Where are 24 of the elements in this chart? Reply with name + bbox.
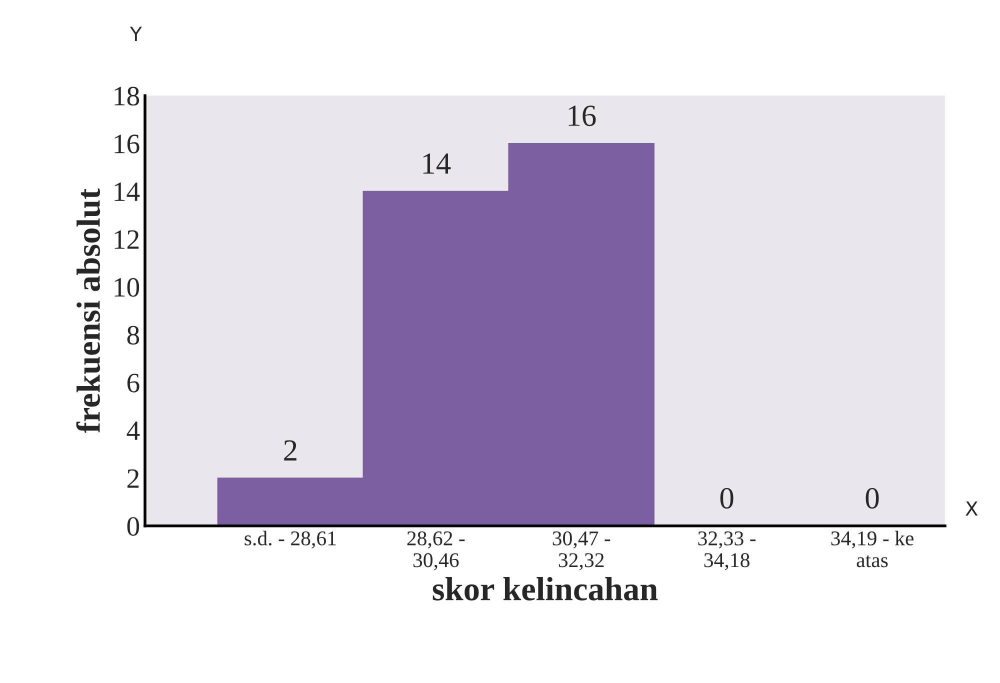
y-tick-label: 10 xyxy=(114,278,140,297)
y-tick-label: 18 xyxy=(114,86,140,106)
y-tick-label: 0 xyxy=(127,517,140,536)
data-label: 0 xyxy=(866,488,879,509)
y-tick-label: 14 xyxy=(114,182,140,201)
x-tick-label: 28,62 - 30,46 xyxy=(407,531,465,570)
y-tick-label: 16 xyxy=(114,134,140,154)
data-label: 2 xyxy=(284,440,296,460)
data-label: 16 xyxy=(568,106,596,126)
y-tick-label: 4 xyxy=(126,422,140,440)
y-tick-label: 12 xyxy=(114,230,139,249)
data-label: 14 xyxy=(423,153,451,174)
data-label: 0 xyxy=(720,488,734,509)
y-tick-label: 6 xyxy=(127,374,140,392)
x-tick-label: 34,19 - ke atas xyxy=(831,530,914,568)
y-tick-label: 2 xyxy=(127,469,139,488)
x-axis-title: skor kelincahan xyxy=(432,577,658,600)
x-tick-label: 32,33 - 34,18 xyxy=(698,531,756,570)
x-tick-label: 30,47 - 32,32 xyxy=(552,531,610,570)
x-tick-label: s.d. - 28,61 xyxy=(244,530,336,548)
y-tick-label: 8 xyxy=(127,326,140,345)
text: X xyxy=(966,501,978,516)
y-axis-title: frekuensi absolut xyxy=(76,188,100,433)
text: Y xyxy=(130,26,142,41)
